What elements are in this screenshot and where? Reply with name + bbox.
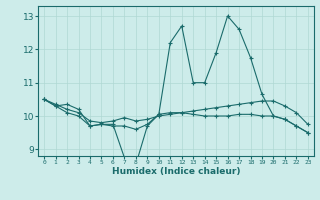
X-axis label: Humidex (Indice chaleur): Humidex (Indice chaleur) [112,167,240,176]
